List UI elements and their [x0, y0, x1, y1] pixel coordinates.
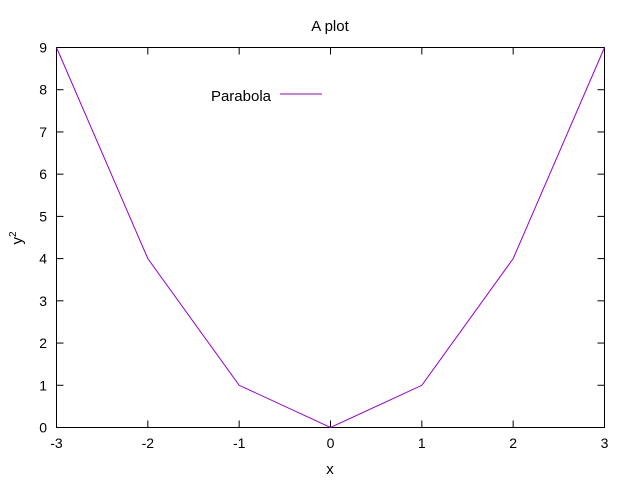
x-tick-label: -3	[50, 435, 63, 451]
x-tick-label: 1	[418, 435, 426, 451]
x-tick-label: -1	[233, 435, 246, 451]
x-tick-label: -2	[142, 435, 155, 451]
y-tick-label: 0	[39, 420, 47, 436]
y-tick-label: 2	[39, 335, 47, 351]
y-axis: 0 1 2 3 4 5 6 7 8 9	[39, 40, 605, 436]
y-tick-label: 6	[39, 166, 47, 182]
series-layer	[56, 47, 605, 429]
x-axis-label: x	[326, 461, 334, 478]
x-axis: -3 -2 -1 0 1 2 3	[50, 47, 609, 451]
x-tick-label: 3	[601, 435, 609, 451]
y-tick-label: 7	[39, 124, 47, 140]
x-tick-label: 2	[509, 435, 517, 451]
y-tick-label: 3	[39, 293, 47, 309]
y-tick-label: 8	[39, 82, 47, 98]
series-line-parabola	[56, 47, 605, 429]
y-axis-label-superscript: 2	[8, 231, 19, 237]
y-axis-label: y2	[8, 231, 26, 245]
y-tick-label: 4	[39, 251, 47, 267]
y-tick-label: 1	[39, 377, 47, 393]
y-axis-label-base: y	[9, 237, 26, 245]
legend-label-parabola: Parabola	[211, 88, 272, 105]
y-tick-label: 9	[39, 40, 47, 56]
y-tick-label: 5	[39, 208, 47, 224]
chart-title: A plot	[311, 18, 349, 35]
legend: Parabola	[211, 88, 322, 105]
x-tick-label: 0	[327, 435, 335, 451]
